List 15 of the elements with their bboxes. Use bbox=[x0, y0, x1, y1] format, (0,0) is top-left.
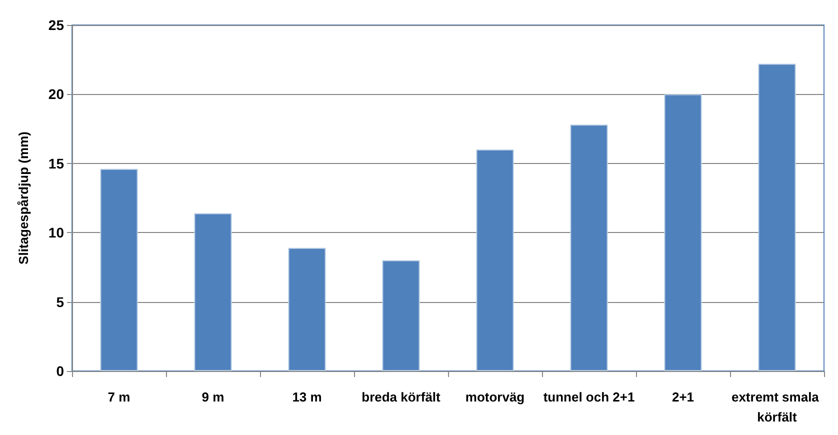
y-tick-label: 15 bbox=[48, 155, 64, 172]
y-tick-label: 0 bbox=[56, 363, 64, 379]
y-tick-label: 25 bbox=[48, 17, 64, 33]
x-tick-label: tunnel och 2+1 bbox=[543, 390, 635, 404]
x-tick-label: breda körfält bbox=[362, 390, 442, 404]
x-tick-label: extremt smala körfält bbox=[731, 390, 823, 424]
y-tick-label: 10 bbox=[48, 224, 64, 241]
x-tick-label: motorväg bbox=[465, 390, 525, 404]
y-axis-title: Slitagespårdjup (mm) bbox=[16, 132, 31, 264]
x-tick-label: 9 m bbox=[202, 390, 224, 404]
x-tick-label: 2+1 bbox=[672, 390, 694, 404]
x-tick-label: 7 m bbox=[108, 390, 130, 404]
y-tick-label: 5 bbox=[56, 294, 64, 310]
y-tick-label: 20 bbox=[48, 86, 64, 102]
x-tick-label: 13 m bbox=[292, 390, 322, 404]
